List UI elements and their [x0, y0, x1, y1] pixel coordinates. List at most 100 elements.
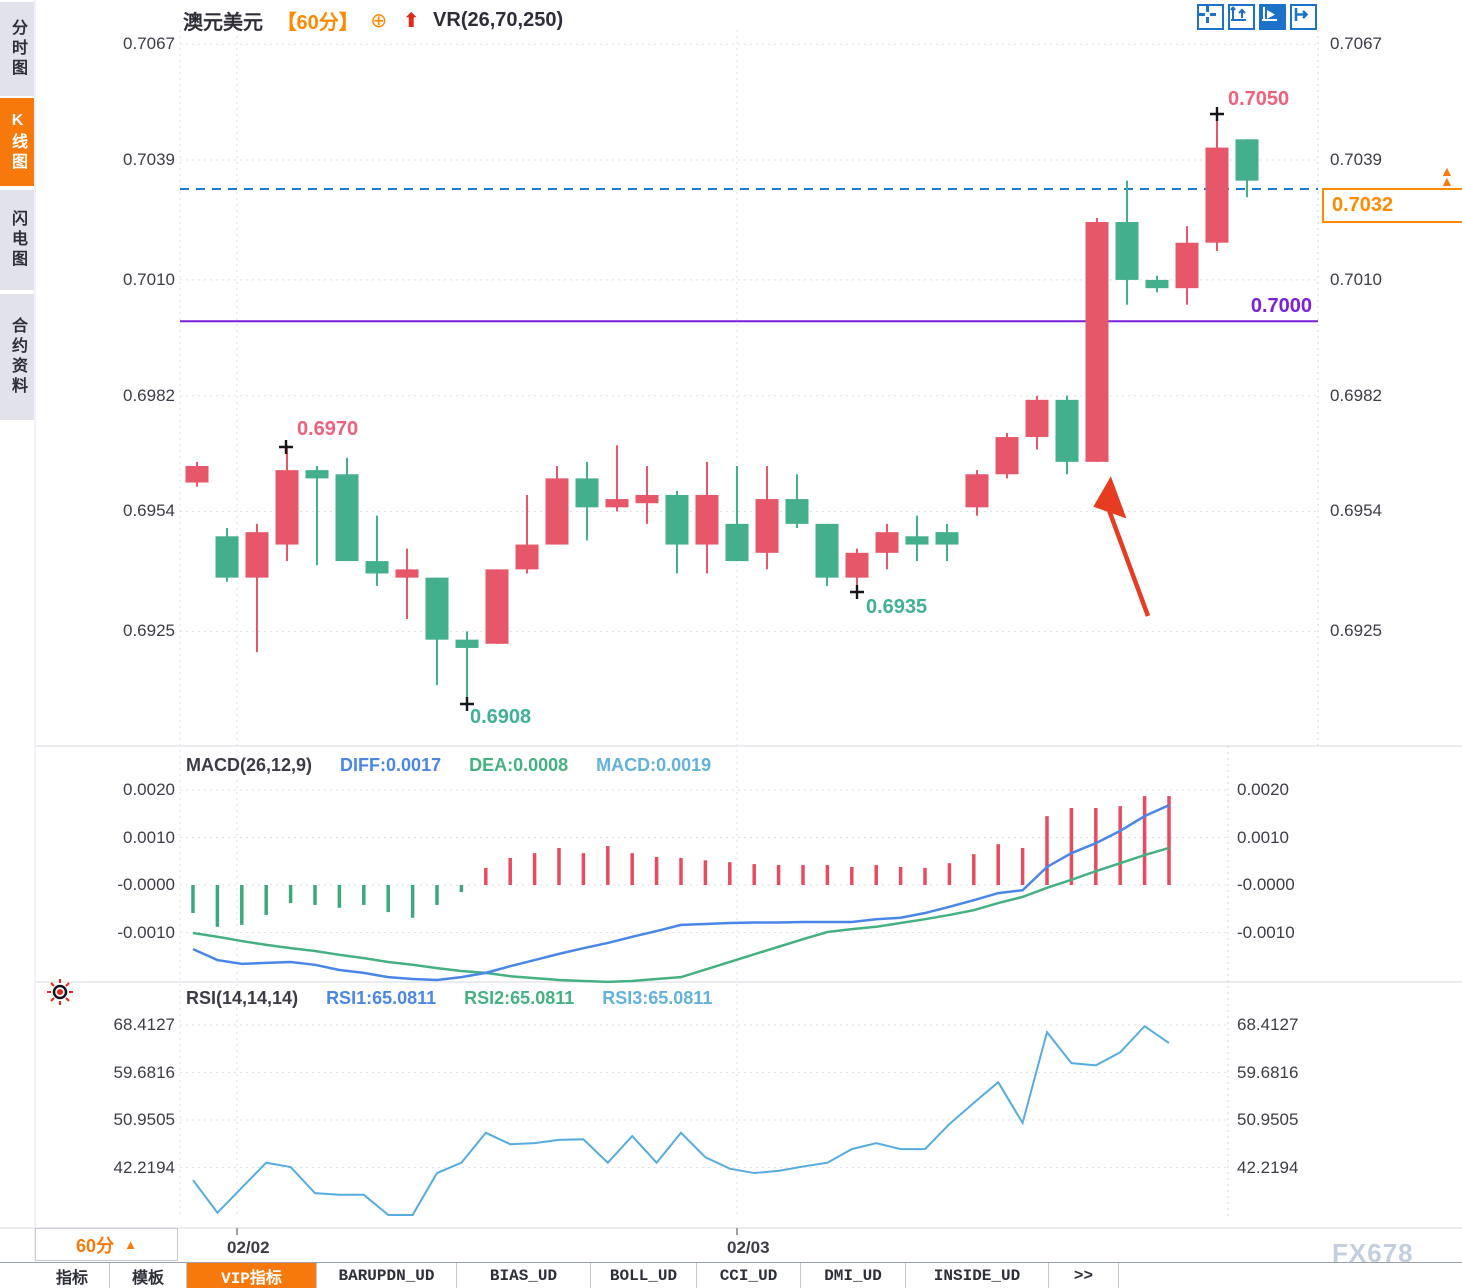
bottom-tab-3[interactable]: VIP指标	[187, 1263, 317, 1288]
candle-body	[1085, 222, 1109, 462]
current-price-tag: 0.7032	[1322, 188, 1462, 223]
round-level-label: 0.7000	[1250, 295, 1312, 318]
candle-body	[1175, 242, 1199, 289]
legend-value: MACD:0.0019	[596, 755, 712, 775]
rsi-axis-label-left: 42.2194	[113, 1157, 175, 1177]
sidebar-tab-4[interactable]: 合约资料	[0, 294, 34, 420]
rsi-axis-label-right: 68.4127	[1237, 1015, 1299, 1034]
candle-body	[185, 465, 209, 483]
bottom-tab-7[interactable]: CCI_UD	[697, 1263, 801, 1288]
legend-value: RSI1:65.0811	[326, 988, 437, 1008]
candle-body	[545, 478, 569, 545]
candle-body	[1115, 222, 1139, 280]
candle-body	[995, 437, 1019, 475]
candle-body	[395, 569, 419, 578]
bottom-tab-2[interactable]: 模板	[110, 1263, 187, 1288]
candle-body	[365, 561, 389, 574]
period-selector[interactable]: 60分 ▲	[35, 1228, 178, 1261]
sidebar-tab-1[interactable]: 分时图	[0, 2, 34, 96]
play-zoom-icon[interactable]	[1259, 4, 1286, 30]
macd-header: MACD(26,12,9) DIFF:0.0017 DEA:0.0008 MACD:0…	[186, 755, 739, 776]
sidebar-tab-3[interactable]: 闪电图	[0, 190, 34, 290]
macd-axis-label-right: 0.0010	[1237, 827, 1289, 847]
add-indicator-icon[interactable]: ⊕	[370, 10, 388, 32]
vr-indicator-label[interactable]: VR(26,70,250)	[433, 9, 564, 31]
extreme-cross-marker	[460, 697, 474, 711]
crosshair-move-icon[interactable]	[1197, 4, 1224, 30]
sidebar-tab-2[interactable]: K线图	[0, 98, 34, 186]
price-axis-label-right: 0.6925	[1330, 621, 1382, 641]
indicator-tab-bar: 指标 模板 VIP指标 BARUPDN_UD BIAS_UD BOLL_UD CCI_UD D…	[0, 1262, 1462, 1288]
bottom-tab-6[interactable]: BOLL_UD	[591, 1263, 697, 1288]
candle-body	[665, 494, 689, 545]
rsi-axis-label-left: 50.9505	[113, 1110, 175, 1129]
rsi-header: RSI(14,14,14) RSI1:65.0811 RSI2:65.0811 RSI…	[186, 988, 740, 1009]
legend-value: RSI2:65.0811	[464, 988, 575, 1008]
diff-line	[192, 804, 1170, 982]
rsi-line	[192, 1024, 1170, 1216]
candle-body	[215, 536, 239, 578]
candle-body	[335, 474, 359, 562]
price-axis-label-left: 0.7010	[123, 269, 175, 289]
price-axis-label-left: 0.6982	[123, 385, 175, 405]
bottom-tab-4[interactable]: BARUPDN_UD	[317, 1263, 457, 1288]
candle-body	[785, 499, 809, 524]
macd-axis-label-left: -0.0000	[117, 875, 175, 894]
price-axis-label-right: 0.7039	[1330, 150, 1382, 169]
candle-body	[965, 474, 989, 508]
price-axis-label-left: 0.6954	[123, 501, 175, 521]
bottom-tab-5[interactable]: BIAS_UD	[457, 1263, 591, 1288]
rsi-axis-label-left: 59.6816	[113, 1062, 175, 1082]
candle-body	[1235, 139, 1259, 181]
rsi-title[interactable]: RSI(14,14,14)	[186, 988, 299, 1008]
legend-value: RSI3:65.0811	[602, 988, 713, 1008]
period-selector-label: 60分	[76, 1235, 115, 1256]
axis-scale-icon[interactable]	[1228, 4, 1255, 30]
bottom-tab-8[interactable]: DMI_UD	[801, 1263, 906, 1288]
price-annotation: 0.7050	[1228, 88, 1290, 110]
candle-body	[1055, 399, 1079, 462]
period-selector-arrow-icon: ▲	[124, 1237, 137, 1252]
extreme-cross-marker	[1210, 107, 1224, 121]
candle-body	[935, 532, 959, 545]
extreme-cross-marker	[850, 585, 864, 599]
price-annotation: 0.6908	[470, 706, 532, 728]
candle-body	[275, 470, 299, 545]
candle-body	[1205, 147, 1229, 243]
period-label[interactable]: 【60分】	[276, 12, 359, 34]
dea-line	[192, 846, 1170, 984]
bottom-tab-10[interactable]: >>	[1049, 1263, 1119, 1288]
pan-right-icon[interactable]	[1290, 4, 1317, 30]
candle-body	[575, 478, 599, 508]
candle-body	[815, 523, 839, 578]
macd-title[interactable]: MACD(26,12,9)	[186, 755, 313, 775]
chart-title: 澳元美元 【60分】 ⊕ ⬆ VR(26,70,250)	[183, 6, 564, 34]
rsi-axis-label-right: 50.9505	[1237, 1110, 1299, 1129]
symbol-name: 澳元美元	[183, 12, 263, 34]
candle-body	[605, 499, 629, 508]
candle-body	[845, 552, 869, 578]
candle-body	[515, 544, 539, 570]
rsi-axis-label-right: 59.6816	[1237, 1062, 1299, 1082]
candle-body	[1145, 279, 1169, 289]
candle-body	[725, 523, 749, 562]
candle-body	[485, 569, 509, 644]
price-axis-label-right: 0.6982	[1330, 385, 1382, 405]
macd-axis-label-right: 0.0020	[1237, 780, 1289, 799]
legend-value: DIFF:0.0017	[340, 755, 442, 775]
price-axis-label-right: 0.7067	[1330, 34, 1382, 54]
macd-axis-label-left: -0.0010	[117, 922, 175, 942]
bottom-tab-1[interactable]: 指标	[35, 1263, 110, 1288]
candle-body	[305, 470, 329, 479]
x-axis-label: 02/02	[227, 1238, 270, 1257]
x-axis-label: 02/03	[727, 1238, 770, 1257]
bottom-tab-9[interactable]: INSIDE_UD	[906, 1263, 1049, 1288]
rsi-axis-label-right: 42.2194	[1237, 1157, 1299, 1177]
candle-body	[755, 499, 779, 553]
candle-body	[875, 532, 899, 553]
candle-body	[1025, 399, 1049, 438]
macd-axis-label-right: -0.0000	[1237, 875, 1295, 894]
price-annotation: 0.6935	[866, 596, 928, 618]
